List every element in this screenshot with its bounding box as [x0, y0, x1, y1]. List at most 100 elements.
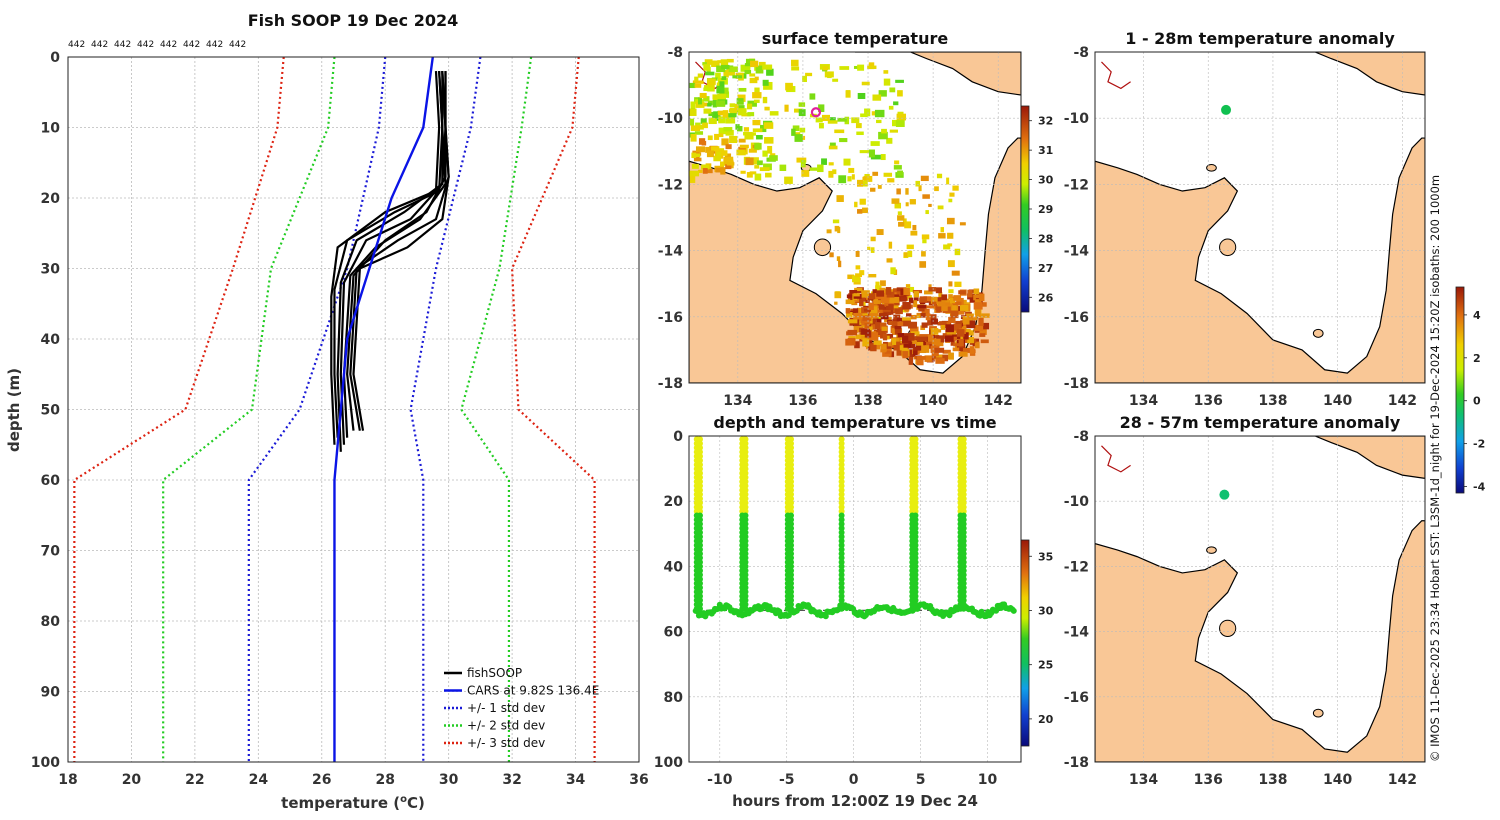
sst-pixel [927, 334, 934, 342]
map-x-tick: 136 [1194, 772, 1223, 788]
sst-pixel [857, 179, 864, 187]
sst-pixel [710, 146, 720, 152]
map-x-tick: 138 [1258, 393, 1287, 409]
map-land-group [689, 52, 1021, 383]
dt-x-tick: 10 [978, 772, 998, 788]
sst-pixel [950, 310, 959, 319]
dt-dot [912, 559, 919, 566]
sst-pixel [937, 301, 946, 307]
dt-dot [960, 512, 967, 519]
sst-pixel [963, 339, 969, 343]
x-tick-label: 30 [439, 772, 459, 788]
map-x-tick: 140 [919, 393, 948, 409]
sst-pixel [720, 167, 726, 175]
sst-pixel [737, 100, 744, 105]
dt-dot [742, 601, 749, 608]
sst-pixel [885, 287, 892, 295]
sst-pixel [701, 140, 707, 146]
profile-xlabel: temperature (oC) [281, 794, 425, 812]
dt-dot [788, 537, 795, 544]
sst-pixel [938, 292, 943, 299]
dt-dot [742, 470, 749, 477]
sst-pixel [952, 336, 957, 341]
colorbar-label: 29 [1038, 203, 1053, 216]
sst-pixel [880, 314, 889, 320]
y-tick-label: 60 [41, 473, 61, 489]
x-tick-label: 32 [502, 772, 521, 788]
sst-pixel [875, 322, 881, 330]
sst-pixel [735, 124, 740, 130]
dt-dot [960, 453, 967, 460]
sst-pixel [913, 346, 923, 351]
x-tick-label: 36 [629, 772, 648, 788]
dt-dot [742, 584, 749, 591]
sst-pixel [892, 338, 897, 345]
sst-pixel [695, 146, 706, 153]
colorbar-label: -2 [1473, 438, 1485, 451]
sst-pixel [894, 325, 902, 330]
dt-dot [912, 504, 919, 511]
dt-dot [960, 470, 967, 477]
sst-colorbar: 26 27 28 29 30 31 32 [1020, 105, 1054, 313]
sst-pixel [832, 219, 840, 224]
sst-pixel [870, 247, 875, 253]
sst-pixel [953, 323, 962, 332]
dt-dot [912, 491, 919, 498]
dt-dot [960, 465, 967, 472]
sst-pixel [848, 167, 855, 173]
sst-pixel [857, 317, 863, 323]
sst-pixel [798, 109, 806, 117]
sst-pixel [845, 338, 852, 346]
sst-pixel [898, 221, 906, 227]
sst-pixel [948, 352, 954, 360]
map-y-tick: -18 [658, 376, 683, 392]
island [1206, 164, 1217, 172]
dt-dot [960, 576, 967, 583]
australia-land [1095, 520, 1425, 762]
sst-pixel [705, 146, 710, 153]
sst-pixel [949, 297, 956, 304]
sst-pixel [861, 329, 871, 335]
map-y-tick: -12 [1064, 177, 1089, 193]
sst-pixel [702, 62, 707, 66]
sst-pixel [845, 299, 855, 305]
sst-pixel [897, 90, 903, 97]
sst-pixel [978, 317, 984, 326]
sst-pixel [862, 207, 868, 214]
sst-pixel [893, 165, 902, 170]
dt-dot [742, 444, 749, 451]
legend-label: +/- 2 std dev [467, 719, 545, 733]
sst-pixel [694, 131, 704, 135]
sst-pixel [828, 117, 836, 123]
dt-dot [960, 597, 967, 604]
dt-dot [742, 593, 749, 600]
sst-pixel [694, 83, 702, 88]
sst-pixel [888, 105, 894, 110]
dt-dot [696, 436, 703, 443]
dt-dot [788, 508, 795, 515]
map-x-tick: 134 [1129, 772, 1158, 788]
sst-pixel [878, 304, 885, 312]
island [1312, 328, 1324, 338]
sst-pixel [744, 132, 754, 140]
dt-dot [912, 571, 919, 578]
dt-dot [696, 601, 703, 608]
profile-grid [67, 56, 640, 763]
sst-pixel [958, 351, 968, 357]
dt-dot [838, 580, 845, 587]
sst-pixel [860, 113, 868, 118]
sst-pixel [759, 167, 770, 172]
sst-pixel [762, 96, 768, 104]
sst-pixel [832, 78, 839, 82]
dt-dot [960, 436, 967, 443]
dt-dot [788, 453, 795, 460]
sst-pixel [801, 170, 810, 177]
island [1206, 546, 1217, 554]
sst-pixel [763, 163, 772, 171]
sst-pixel [962, 348, 970, 353]
dt-dot [838, 478, 845, 485]
sst-pixel [896, 288, 904, 297]
sst-pixel [910, 314, 917, 320]
sst-pixel [729, 107, 738, 114]
sst-pixel [973, 288, 980, 295]
